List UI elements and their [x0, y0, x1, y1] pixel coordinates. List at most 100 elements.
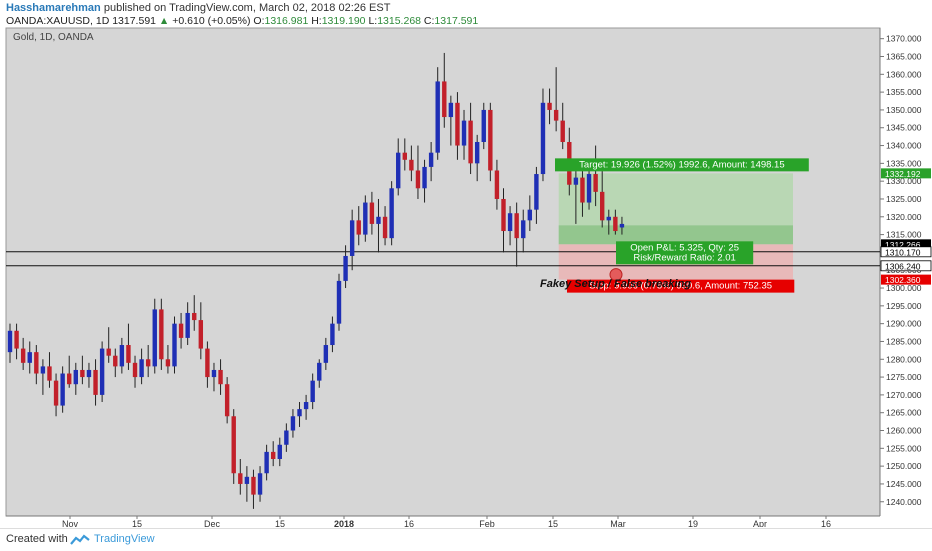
candle-body	[192, 312, 197, 321]
candle-body	[323, 345, 329, 363]
candle-body	[178, 323, 184, 338]
x-tick-label: 16	[821, 519, 831, 527]
candle-body	[468, 120, 473, 164]
y-tick-label: 1340.000	[886, 141, 922, 151]
up-arrow-icon: ▲	[158, 15, 170, 27]
pnl-label-box	[616, 241, 754, 265]
stop-label-box	[567, 279, 795, 293]
candle-body	[47, 366, 52, 381]
close-label: C:	[423, 15, 435, 27]
candle-body	[382, 216, 388, 239]
candle-body	[461, 120, 467, 146]
y-tick-label: 1285.000	[886, 336, 922, 346]
tradingview-logo-icon	[70, 534, 90, 545]
candle-body	[139, 359, 144, 378]
candle-body	[14, 330, 19, 349]
candle-body	[402, 152, 407, 160]
y-tick-label: 1360.000	[886, 69, 922, 79]
price-label: 1310.170	[885, 247, 921, 257]
candle-body	[580, 177, 585, 203]
high-value: 1319.190	[321, 15, 366, 27]
candle-body	[251, 476, 256, 495]
footer: Created with TradingView	[0, 528, 932, 551]
candle-body	[119, 345, 125, 367]
x-tick-label: Dec	[204, 519, 221, 527]
candle-body	[527, 209, 533, 221]
symbol-label: OANDA:XAUUSD, 1D	[6, 15, 110, 27]
target-label-box	[555, 158, 809, 172]
candle-body	[27, 352, 32, 363]
y-tick-label: 1250.000	[886, 461, 922, 471]
candle-body	[211, 369, 217, 378]
author-link[interactable]: Hasshamarehman	[6, 2, 101, 14]
candle-body	[442, 81, 447, 118]
candle-body	[185, 312, 190, 338]
y-tick-label: 1295.000	[886, 301, 922, 311]
candle-body	[521, 220, 526, 239]
candle-body	[73, 369, 78, 385]
y-tick-label: 1260.000	[886, 426, 922, 436]
candle-body	[86, 369, 92, 378]
y-tick-label: 1365.000	[886, 51, 922, 61]
x-tick-label: 19	[688, 519, 698, 527]
candle-body	[40, 366, 46, 374]
low-value: 1315.268	[377, 15, 421, 27]
price-label-box	[880, 246, 932, 258]
candle-body	[20, 348, 26, 363]
y-tick-label: 1270.000	[886, 390, 922, 400]
price-label: 1306.240	[885, 261, 921, 271]
candle-body	[34, 352, 39, 374]
annotation-text: Fakey Setup / False breaking	[540, 278, 691, 290]
price-label: 1312.266	[885, 240, 921, 250]
candle-body	[474, 141, 480, 164]
y-tick-label: 1370.000	[886, 34, 922, 44]
candle-body	[376, 216, 381, 224]
x-tick-label: 15	[132, 519, 142, 527]
candle-body	[343, 255, 348, 281]
tradingview-brand[interactable]: TradingView	[94, 533, 155, 545]
candle-body	[303, 402, 309, 410]
close-value: 1317.591	[434, 15, 479, 27]
price-label-box	[880, 260, 932, 272]
price-label-box	[881, 239, 931, 250]
y-tick-label: 1355.000	[886, 87, 922, 97]
candle-body	[53, 380, 59, 406]
x-tick-label: 15	[548, 519, 558, 527]
candle-body	[99, 348, 105, 395]
y-tick-label: 1255.000	[886, 443, 922, 453]
price-chart[interactable]: Gold, 1D, OANDA Target: 19.926 (1.52%) 19…	[0, 27, 932, 527]
candle-body	[297, 409, 302, 417]
candle-body	[507, 213, 513, 232]
candle-body	[145, 359, 151, 367]
candle-body	[132, 362, 138, 378]
candle-body	[560, 120, 565, 142]
candle-body	[172, 323, 177, 367]
low-label: L:	[368, 15, 378, 27]
change-value: +0.610 (+0.05%)	[172, 15, 251, 27]
publish-text: published on TradingView.com, March 02, …	[103, 2, 391, 14]
price-label: 1332.192	[885, 169, 921, 179]
candle-body	[60, 373, 65, 406]
candle-body	[363, 202, 368, 235]
candle-body	[244, 476, 250, 484]
candle-body	[106, 348, 111, 356]
candle-body	[349, 220, 355, 256]
candle-body	[224, 384, 230, 417]
pnl-label: Open P&L: 5.325, Qty: 25	[630, 242, 739, 253]
candle-body	[290, 416, 296, 431]
symbol-info: OANDA:XAUUSD, 1D 1317.591 ▲ +0.610 (+0.0…	[6, 15, 478, 27]
candle-body	[488, 109, 493, 171]
candle-body	[389, 188, 394, 239]
candle-body	[264, 451, 269, 474]
chart-title: Gold, 1D, OANDA	[13, 32, 94, 43]
candle-body	[534, 174, 539, 210]
candle-body	[277, 444, 282, 460]
x-tick-label: 16	[404, 519, 414, 527]
stop-label: Stop: 9.906 (0.75%) 990.6, Amount: 752.3…	[589, 281, 772, 292]
x-tick-label: Nov	[62, 519, 79, 527]
candle-body	[600, 191, 605, 221]
candle-body	[586, 174, 592, 203]
candle-body	[428, 152, 434, 167]
candle-body	[481, 109, 486, 142]
candle-body	[317, 362, 322, 381]
